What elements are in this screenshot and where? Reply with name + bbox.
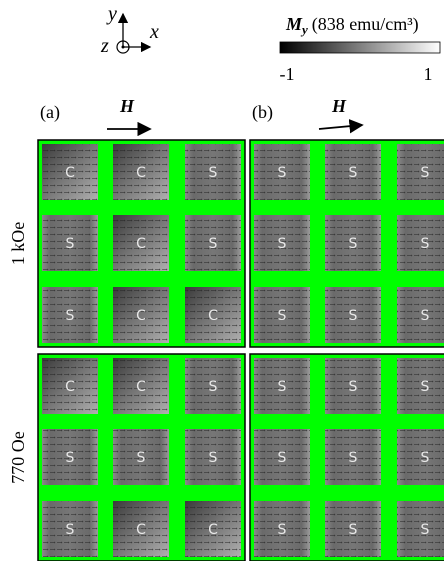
state-label: C — [136, 522, 146, 538]
panels: (a) H (b) H 1 kOe C C S S C S S C C S S S S S S S S S 770 Oe C C S… — [8, 96, 444, 561]
state-label: S — [349, 522, 358, 538]
field-label: H — [119, 96, 135, 116]
state-label: S — [209, 165, 218, 181]
state-label: S — [278, 236, 287, 252]
row-label: 770 Oe — [8, 431, 28, 484]
state-label: S — [421, 450, 430, 466]
state-label: S — [278, 165, 287, 181]
state-label: S — [66, 236, 75, 252]
state-label: C — [136, 308, 146, 324]
colorbar-label: My (838 emu/cm³) — [285, 14, 419, 37]
state-label: C — [208, 308, 218, 324]
axis-z: z — [100, 35, 109, 57]
state-label: S — [209, 450, 218, 466]
colorbar-min: -1 — [280, 64, 295, 84]
figure: y z x My (838 emu/cm³) -1 1 (a) H (b) H 1 kOe… — [0, 0, 444, 561]
row-label: 1 kOe — [8, 222, 28, 266]
state-label: S — [421, 165, 430, 181]
state-label: S — [66, 450, 75, 466]
state-label: S — [209, 379, 218, 395]
state-label: S — [66, 308, 75, 324]
state-label: S — [421, 308, 430, 324]
state-label: S — [209, 236, 218, 252]
field-label: H — [331, 96, 347, 116]
state-label: S — [349, 379, 358, 395]
panel-label: (b) — [252, 102, 273, 123]
state-label: C — [136, 165, 146, 181]
state-label: S — [421, 236, 430, 252]
state-label: C — [208, 522, 218, 538]
state-label: C — [136, 236, 146, 252]
colorbar — [280, 42, 440, 53]
unit: (838 emu/cm³) — [312, 14, 419, 35]
state-label: C — [65, 165, 75, 181]
colorbar-max: 1 — [424, 64, 433, 84]
state-label: S — [349, 308, 358, 324]
state-label: S — [278, 379, 287, 395]
axis-x: x — [149, 21, 159, 43]
state-label: S — [349, 236, 358, 252]
state-label: S — [421, 379, 430, 395]
subscript: y — [300, 22, 308, 37]
state-label: S — [349, 450, 358, 466]
state-label: S — [278, 522, 287, 538]
state-label: S — [278, 308, 287, 324]
symbol: M — [285, 14, 303, 34]
state-label: S — [278, 450, 287, 466]
state-label: S — [349, 165, 358, 181]
state-label: C — [136, 379, 146, 395]
state-label: C — [65, 379, 75, 395]
z-dot — [122, 46, 125, 49]
state-label: S — [421, 522, 430, 538]
state-label: S — [137, 450, 146, 466]
axis-y: y — [106, 3, 117, 25]
state-label: S — [66, 522, 75, 538]
field-arrow — [319, 125, 362, 129]
panel-label: (a) — [40, 102, 60, 123]
